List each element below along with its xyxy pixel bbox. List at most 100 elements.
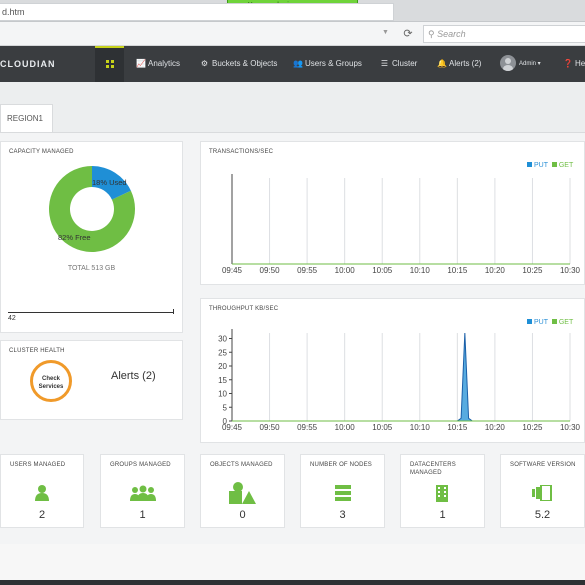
gear-icon: ⚙ [200, 59, 209, 68]
bell-icon: 🔔 [437, 59, 447, 68]
free-capacity-slice [49, 166, 135, 252]
help-icon: ❓ [563, 59, 573, 68]
dashboard-grid-icon [106, 60, 114, 68]
legend-put: PUT [534, 319, 548, 326]
put-swatch [527, 319, 532, 324]
x-tick-label: 10:25 [522, 266, 543, 275]
throughput-title: THROUGHPUT KB/SEC [209, 306, 279, 312]
footer-band [0, 544, 585, 585]
stat-title-datacenters: DATACENTERS MANAGED [410, 462, 456, 476]
nav-help-label: Help [575, 59, 585, 68]
get-swatch [551, 319, 557, 324]
chart-icon: 📈 [136, 59, 146, 68]
legend-put: PUT [534, 162, 548, 169]
taskbar-edge [0, 580, 585, 585]
used-percent-label: 18% Used [92, 178, 127, 187]
cloudian-logo[interactable]: CLOUDIAN [0, 59, 56, 69]
x-tick-label: 10:25 [522, 423, 543, 432]
y-tick-label: 25 [218, 348, 227, 357]
user-name: Admin [519, 61, 537, 67]
used-capacity-slice [92, 166, 131, 200]
x-tick-label: 10:10 [410, 423, 431, 432]
nav-analytics-label: Analytics [148, 59, 181, 68]
x-tick-label: 10:05 [372, 266, 393, 275]
nav-analytics[interactable]: 📈 Analytics [136, 58, 180, 70]
nav-help[interactable]: ❓Help [563, 58, 585, 70]
x-tick-label: 09:50 [260, 266, 281, 275]
stat-value-version: 5.2 [534, 509, 551, 521]
x-tick-label: 10:20 [485, 423, 506, 432]
series-area-put [232, 333, 570, 421]
nav-users-label: Users & Groups [305, 59, 362, 68]
stat-title-groups: GROUPS MANAGED [110, 462, 171, 468]
y-tick-label: 15 [218, 376, 227, 385]
y-tick-label: 30 [218, 335, 227, 344]
nav-cluster[interactable]: ☰ Cluster [380, 58, 417, 70]
user-menu[interactable]: Admin ▾ [519, 58, 541, 70]
x-tick-label: 09:45 [222, 266, 243, 275]
transactions-title: TRANSACTIONS/SEC [209, 149, 274, 155]
x-tick-label: 10:05 [372, 423, 393, 432]
series-line-put [232, 332, 570, 422]
transactions-card: TRANSACTIONS/SEC [200, 141, 585, 285]
y-tick-label: 20 [218, 362, 227, 371]
stat-value-users: 2 [38, 509, 46, 521]
nav-buckets-label: Buckets & Objects [212, 59, 278, 68]
alerts-count-link[interactable]: Alerts (2) [111, 370, 156, 382]
stat-title-nodes: NUMBER OF NODES [310, 462, 373, 468]
x-tick-label: 10:30 [560, 423, 581, 432]
nav-users-groups[interactable]: 👥 Users & Groups [293, 58, 362, 70]
nav-cluster-label: Cluster [392, 59, 418, 68]
stat-title-objects: OBJECTS MANAGED [210, 462, 273, 468]
y-tick-label: 0 [223, 417, 228, 426]
total-capacity: TOTAL 513 GB [67, 265, 116, 272]
avatar[interactable] [500, 55, 516, 71]
server-icon: ☰ [380, 59, 389, 68]
address-bar[interactable]: d.htm [0, 3, 394, 21]
search-placeholder: Search [437, 29, 466, 39]
nav-alerts-label: Alerts (2) [449, 59, 482, 68]
stat-title-version: SOFTWARE VERSION [510, 462, 576, 468]
throughput-card: THROUGHPUT KB/SEC [200, 298, 585, 443]
throughput-chart[interactable]: 09:45 09:50 09:55 10:00 10:05 10:10 10:15 10:20… [200, 328, 585, 438]
capacity-slider-track[interactable] [8, 312, 174, 313]
chevron-down-icon: ▾ [536, 61, 541, 67]
x-tick-label: 10:30 [560, 266, 581, 275]
free-percent-label: 82% Free [58, 233, 91, 242]
y-tick-label: 5 [223, 403, 228, 412]
building-icon [436, 485, 448, 502]
server-stack-icon [335, 485, 351, 501]
stat-value-objects: 0 [239, 509, 246, 521]
x-tick-label: 09:55 [297, 423, 318, 432]
capacity-slider-value: 42 [8, 315, 16, 322]
stat-title-users: USERS MANAGED [10, 462, 66, 468]
legend-get: GET [558, 162, 574, 169]
transactions-legend: PUT GET [527, 162, 573, 169]
x-tick-label: 09:55 [297, 266, 318, 275]
x-tick-label: 10:10 [410, 266, 431, 275]
x-tick-label: 10:00 [335, 423, 356, 432]
stat-value-groups: 1 [139, 509, 146, 521]
capacity-donut[interactable] [48, 165, 136, 253]
y-tick-label: 10 [218, 390, 227, 399]
user-icon [35, 485, 49, 501]
cluster-health-title: CLUSTER HEALTH [9, 348, 65, 354]
nav-alerts[interactable]: 🔔 Alerts (2) [437, 58, 481, 70]
nav-buckets-objects[interactable]: ⚙ Buckets & Objects [200, 58, 277, 70]
x-tick-label: 10:00 [335, 266, 356, 275]
x-tick-label: 10:20 [485, 266, 506, 275]
tab-region1[interactable]: REGION1 [0, 104, 53, 132]
x-tick-label: 10:15 [447, 266, 468, 275]
get-swatch [551, 162, 557, 167]
nav-dashboard-tab[interactable] [95, 46, 124, 82]
transactions-chart[interactable]: 09:45 09:50 09:55 10:00 10:05 10:10 10:15 10:20… [200, 170, 585, 280]
stat-value-datacenters: 1 [439, 509, 446, 521]
search-icon: ⚲ [428, 29, 438, 39]
reload-icon[interactable]: ⟳ [403, 28, 413, 40]
check-services-button[interactable]: Check Services [30, 360, 72, 402]
put-swatch [527, 162, 532, 167]
group-icon [130, 485, 156, 501]
x-tick-label: 10:15 [447, 423, 468, 432]
browser-search-input[interactable]: ⚲ Search [423, 25, 585, 43]
dropdown-arrow-icon[interactable]: ▼ [382, 29, 389, 36]
